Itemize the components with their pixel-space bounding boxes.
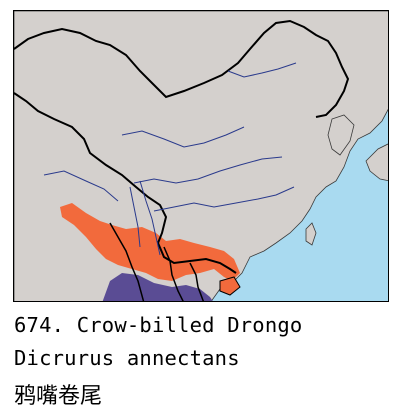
river-3 <box>121 126 245 148</box>
border-indochina-3 <box>189 262 205 301</box>
resident-range <box>102 273 213 301</box>
hainan-range <box>219 276 241 296</box>
river-2 <box>153 186 295 212</box>
border-north <box>14 19 350 118</box>
border-south <box>157 242 237 274</box>
species-title: 674. Crow-billed Drongo <box>14 313 303 337</box>
river-4 <box>227 62 297 78</box>
river-5 <box>43 170 119 202</box>
taiwan-island <box>305 222 317 246</box>
border-indochina <box>109 222 145 301</box>
river-1 <box>133 156 283 184</box>
chinese-name: 鸦嘴卷尾 <box>14 384 103 409</box>
japan-island <box>365 143 388 182</box>
river-6 <box>139 180 161 256</box>
scientific-name: Dicrurus annectans <box>14 346 240 370</box>
breeding-range <box>60 203 240 281</box>
river-7 <box>129 186 141 248</box>
range-map <box>13 10 389 302</box>
border-indochina-2 <box>163 246 184 301</box>
border-west <box>14 92 168 244</box>
korea-peninsula <box>327 114 355 156</box>
